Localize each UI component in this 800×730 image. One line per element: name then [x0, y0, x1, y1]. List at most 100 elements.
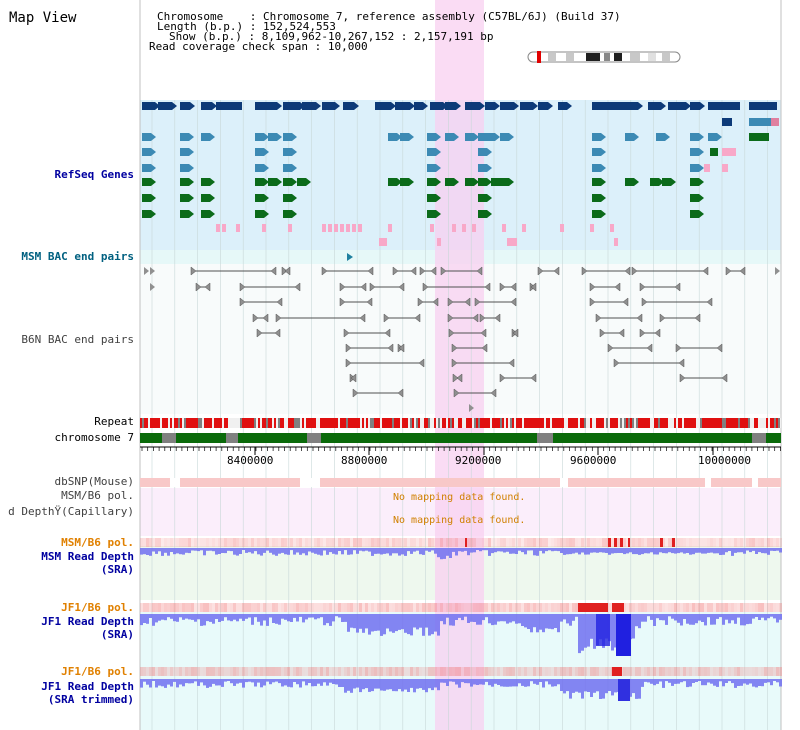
depth-bar	[668, 548, 671, 553]
depth-bar	[635, 548, 638, 555]
depth-bar	[602, 548, 605, 553]
depth-bar	[218, 614, 221, 622]
pol-mark	[158, 538, 161, 547]
depth-bar	[401, 548, 404, 555]
repeat-mark	[188, 418, 190, 428]
chromosome-track-label[interactable]: chromosome 7	[54, 431, 134, 444]
pol-mark	[650, 667, 653, 676]
repeat-mark	[224, 418, 226, 428]
capillary-label[interactable]: d DepthŸ(Capillary)	[8, 505, 134, 518]
msm-pol-label-1[interactable]: MSM/B6 pol.	[61, 489, 134, 502]
depth-bar	[572, 614, 575, 621]
depth-bar	[563, 679, 566, 694]
depth-bar	[545, 679, 548, 682]
repeat-mark	[610, 418, 612, 428]
gene-arrow	[548, 102, 553, 110]
pol-mark	[218, 603, 221, 612]
gene-block	[388, 178, 397, 186]
pol-mark	[176, 667, 179, 676]
pol-mark	[710, 603, 713, 612]
repeat-mark	[262, 418, 264, 428]
pol-mark	[386, 603, 389, 612]
depth-bar	[380, 548, 383, 555]
bac-end	[622, 297, 629, 307]
pol-mark	[368, 538, 371, 547]
jf1-pol-label-2[interactable]: JF1/B6 pol.	[61, 665, 134, 678]
depth-bar	[287, 679, 290, 687]
pol-mark	[635, 538, 638, 547]
gene-block	[388, 133, 397, 141]
depth-bar	[758, 614, 761, 620]
depth-bar	[452, 679, 455, 682]
gene-arrow	[151, 194, 156, 202]
depth-bar	[674, 548, 677, 554]
pol-mark	[590, 538, 593, 547]
repeat-mark	[198, 418, 200, 428]
repeat-mark	[596, 418, 598, 428]
jf1-pol-label-1[interactable]: JF1/B6 pol.	[61, 601, 134, 614]
pol-mark	[299, 603, 302, 612]
depth-bar	[506, 614, 509, 624]
pol-mark	[644, 538, 647, 547]
bac-end	[190, 266, 197, 276]
msm-bac-label[interactable]: MSM BAC end pairs	[21, 250, 134, 263]
gene-arrow	[190, 102, 195, 110]
depth-bar	[155, 548, 158, 554]
bac-end	[360, 282, 367, 292]
gene-arrow	[397, 133, 402, 141]
depth-bar	[512, 679, 515, 687]
msm-pol-label-2[interactable]: MSM/B6 pol.	[61, 536, 134, 549]
pol-mark	[755, 667, 758, 676]
depth-bar	[173, 548, 176, 555]
depth-bar	[368, 548, 371, 552]
repeat-mark	[478, 418, 480, 428]
depth-bar	[149, 679, 152, 688]
depth-bar	[695, 679, 698, 682]
depth-bar	[173, 614, 176, 622]
pol-mark	[422, 538, 425, 547]
pol-mark	[338, 603, 341, 612]
dbsnp-label[interactable]: dbSNP(Mouse)	[54, 475, 134, 488]
pol-mark	[140, 667, 143, 676]
depth-bar	[551, 679, 554, 687]
pol-mark	[602, 667, 605, 676]
depth-bar	[500, 548, 503, 552]
depth-bar	[506, 679, 509, 687]
pol-mark	[179, 603, 182, 612]
depth-bar	[737, 614, 740, 618]
gene-arrow	[567, 102, 572, 110]
depth-bar	[374, 679, 377, 689]
b6n-bac-label[interactable]: B6N BAC end pairs	[21, 333, 134, 346]
jf1-depth-label-2[interactable]: JF1 Read Depth	[41, 680, 134, 693]
depth-bar	[569, 679, 572, 699]
gene-arrow	[292, 210, 297, 218]
pol-mark	[533, 603, 536, 612]
refseq-label[interactable]: RefSeq Genes	[54, 168, 134, 181]
jf1-depth-label-1[interactable]: JF1 Read Depth	[41, 615, 134, 628]
bac-end	[384, 328, 391, 338]
gene-arrow	[717, 133, 722, 141]
repeat-mark	[724, 418, 726, 428]
depth-bar	[437, 614, 440, 636]
depth-bar	[407, 614, 410, 635]
gene-arrow	[306, 178, 311, 186]
depth-bar	[338, 548, 341, 551]
msm-depth-label[interactable]: MSM Read Depth	[41, 550, 134, 563]
repeat-mark	[342, 418, 344, 428]
pol-mark	[194, 538, 197, 547]
pol-mark	[497, 603, 500, 612]
depth-bar	[158, 548, 161, 552]
depth-bar	[368, 614, 371, 635]
depth-bar	[215, 679, 218, 686]
depth-bar	[257, 679, 260, 683]
depth-bar	[209, 614, 212, 622]
gene-arrow	[514, 102, 519, 110]
pol-mark	[410, 603, 413, 612]
depth-bar	[263, 614, 266, 621]
depth-bar	[455, 679, 458, 685]
pol-mark	[713, 538, 716, 547]
gene-block	[400, 178, 409, 186]
repeat-label[interactable]: Repeat	[94, 415, 134, 428]
pol-mark	[536, 603, 539, 612]
